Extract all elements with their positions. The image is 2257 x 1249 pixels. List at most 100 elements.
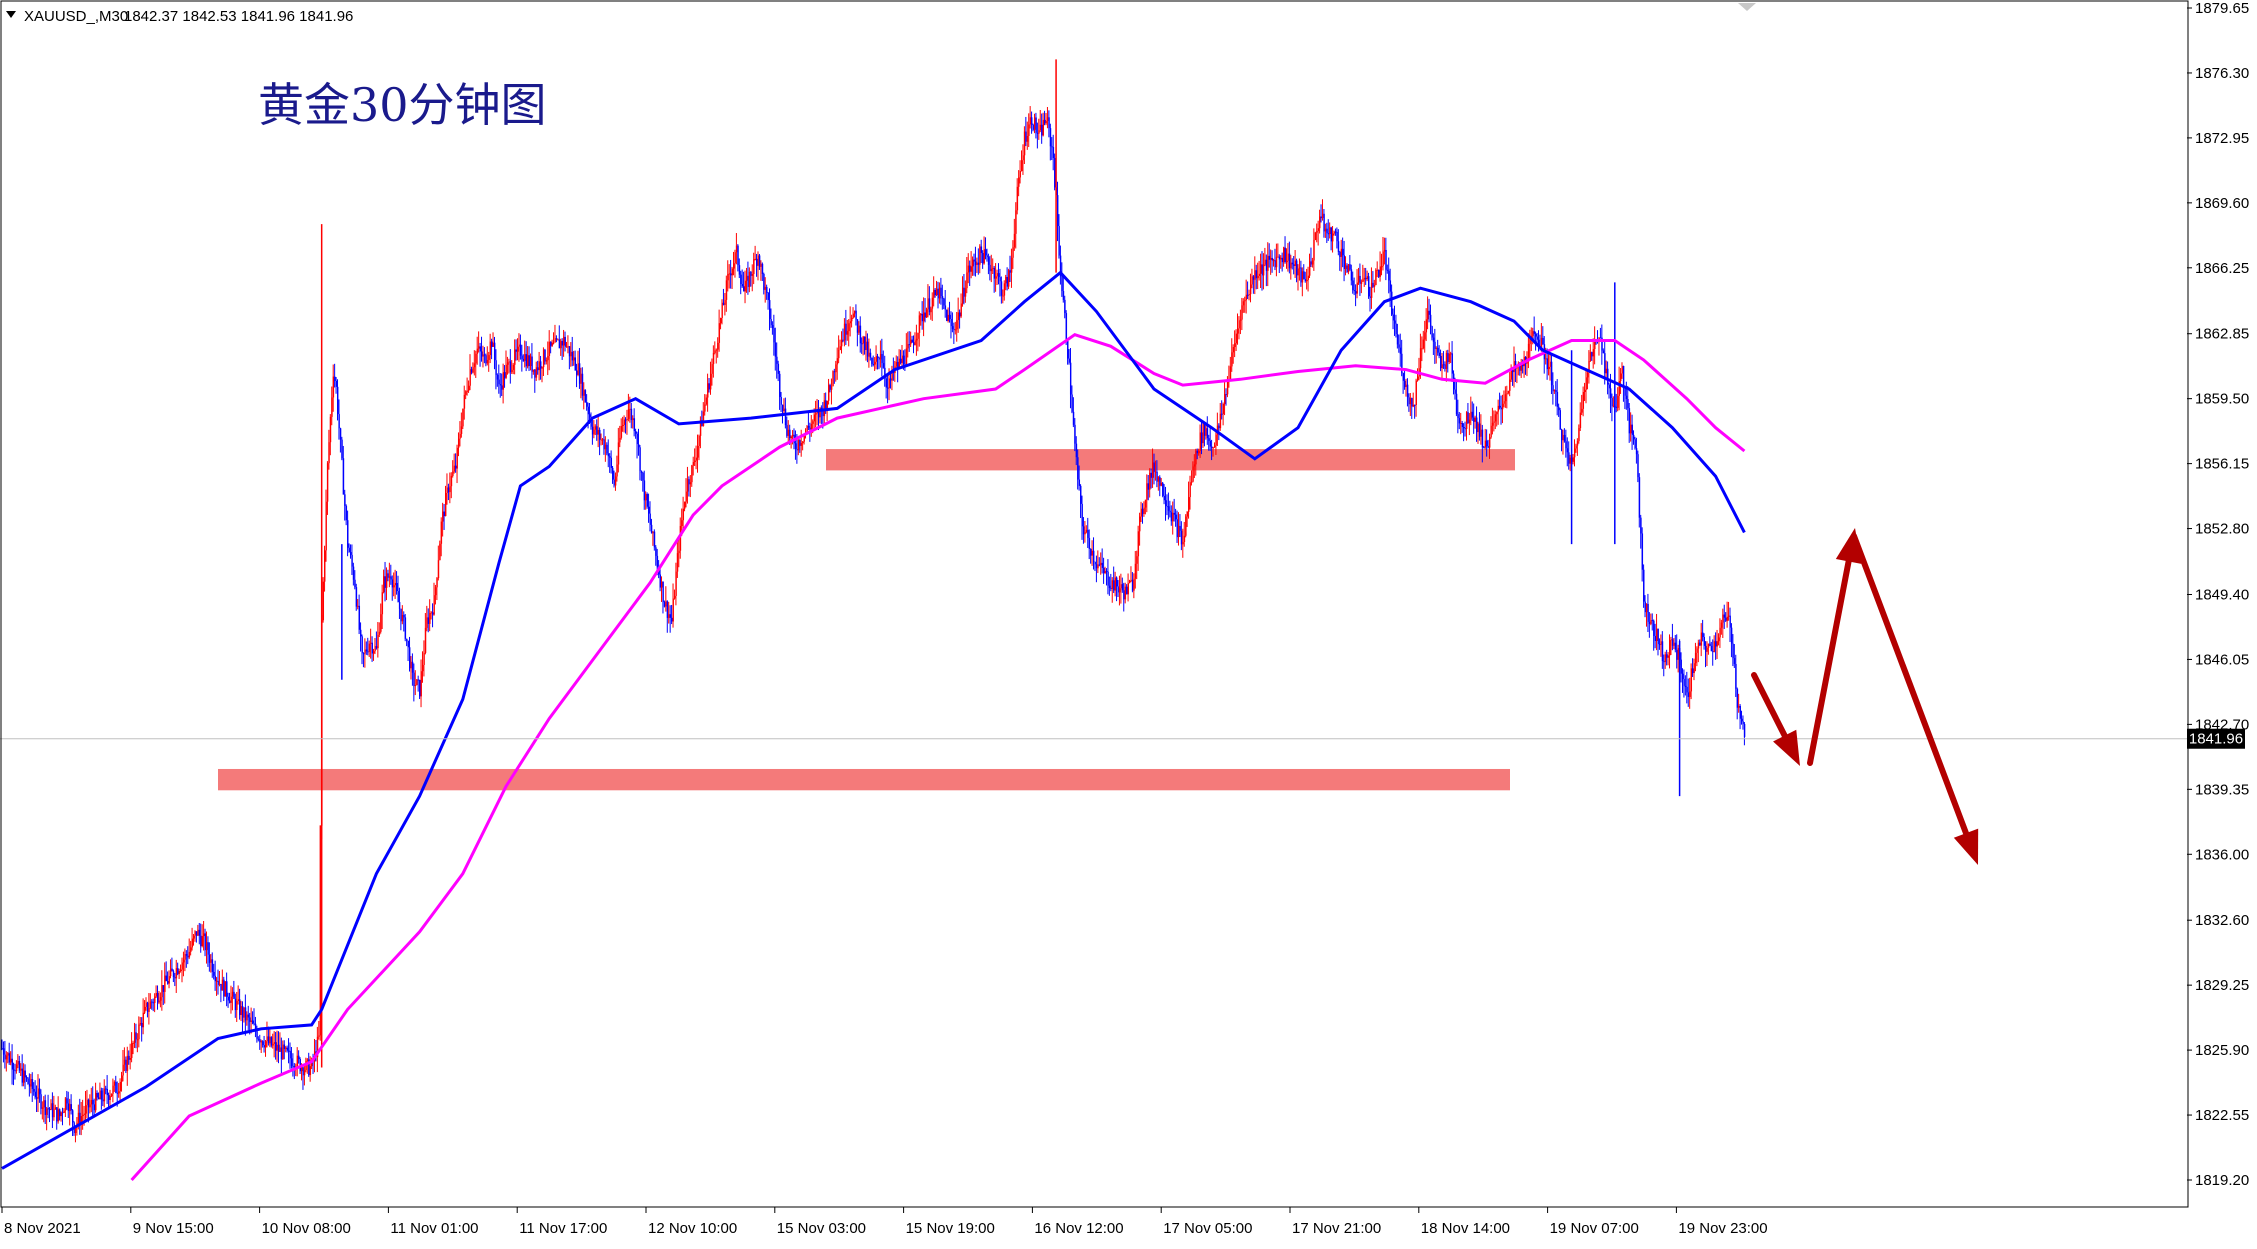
candle-body	[946, 309, 948, 321]
candle	[1741, 710, 1743, 725]
scroll-marker-icon[interactable]	[1738, 3, 1756, 11]
candle	[285, 1046, 287, 1053]
candle	[721, 299, 723, 325]
candle-body	[1296, 260, 1298, 276]
candle-body	[434, 587, 437, 596]
candle	[531, 343, 533, 379]
candle-body	[361, 636, 363, 654]
candle	[1376, 261, 1379, 278]
candle	[1108, 576, 1111, 596]
candle-body	[1529, 337, 1531, 344]
candle-body	[816, 410, 818, 414]
candle-body	[99, 1090, 101, 1100]
candle	[34, 1080, 37, 1100]
candle-body	[1021, 160, 1023, 171]
candle-body	[443, 511, 445, 517]
candle-body	[106, 1088, 109, 1096]
candle-body	[1131, 579, 1134, 591]
candle-body	[1615, 406, 1618, 408]
candle-body	[972, 259, 974, 267]
candle-body	[221, 979, 224, 991]
candle-body	[57, 1109, 60, 1122]
time-tick-label: 17 Nov 21:00	[1292, 1220, 1381, 1237]
candle	[1507, 390, 1510, 395]
candle-body	[1527, 343, 1530, 362]
candle-body	[599, 429, 601, 440]
candle-body	[1218, 425, 1220, 429]
candle-body	[445, 493, 447, 517]
candle-body	[1080, 485, 1082, 504]
candle	[1372, 271, 1374, 288]
candle-body	[806, 426, 808, 432]
candle-body	[1212, 447, 1214, 449]
candle	[18, 1055, 21, 1073]
candle-body	[917, 332, 919, 339]
dropdown-triangle-icon[interactable]	[6, 11, 16, 18]
candle	[1160, 477, 1163, 487]
candle-body	[1108, 585, 1111, 589]
candle	[709, 361, 712, 395]
candle	[217, 969, 219, 995]
candle	[1489, 433, 1491, 459]
candle	[79, 1098, 81, 1135]
candle-body	[843, 323, 846, 341]
candle	[1231, 338, 1233, 372]
candle-body	[205, 942, 208, 951]
candle-body	[918, 315, 921, 333]
candle	[1720, 619, 1723, 635]
candle	[1445, 350, 1448, 382]
candle	[610, 450, 613, 474]
candle	[347, 510, 349, 557]
candle	[1025, 116, 1027, 147]
candle	[380, 603, 382, 634]
candle-body	[881, 354, 883, 364]
candle-body	[478, 346, 480, 349]
candle-body	[95, 1092, 97, 1111]
candle-body	[1633, 434, 1635, 440]
candle	[668, 601, 670, 624]
candle-body	[812, 421, 814, 424]
candle-body	[1035, 117, 1037, 133]
candle	[838, 335, 840, 364]
candle	[1493, 410, 1495, 432]
candle-body	[74, 1127, 77, 1133]
candle	[263, 1035, 265, 1053]
candle	[1064, 295, 1066, 319]
candle-body	[1038, 130, 1040, 134]
candle-body	[56, 1107, 58, 1122]
candle-body	[277, 1044, 280, 1052]
candle	[178, 968, 181, 980]
candle	[665, 586, 667, 612]
candle-body	[1669, 640, 1671, 656]
candle-body	[1046, 117, 1049, 122]
candle-body	[1071, 394, 1073, 412]
candle-body	[1075, 443, 1078, 458]
candle	[387, 569, 389, 582]
candle	[603, 428, 605, 455]
candle-body	[568, 346, 571, 357]
candle-body	[253, 1023, 255, 1025]
candle-body	[1309, 261, 1311, 276]
candle-body	[637, 444, 640, 448]
candle	[1373, 279, 1376, 293]
candle-body	[1225, 394, 1227, 396]
candle-body	[770, 319, 772, 326]
candle	[351, 544, 353, 576]
candle	[1350, 264, 1353, 286]
candle	[1035, 112, 1037, 139]
candle-body	[341, 439, 343, 459]
candle	[1157, 476, 1160, 491]
candle	[501, 373, 503, 397]
candle	[145, 997, 147, 1011]
candle-body	[655, 547, 657, 556]
candle	[1602, 348, 1605, 354]
candle	[21, 1054, 24, 1087]
candle	[385, 567, 388, 601]
candle-body	[985, 249, 987, 256]
candle-body	[7, 1053, 9, 1056]
candle	[1137, 525, 1140, 571]
candle	[620, 418, 623, 440]
candle-body	[518, 344, 520, 347]
candle	[1618, 366, 1621, 411]
candle-body	[596, 426, 598, 435]
